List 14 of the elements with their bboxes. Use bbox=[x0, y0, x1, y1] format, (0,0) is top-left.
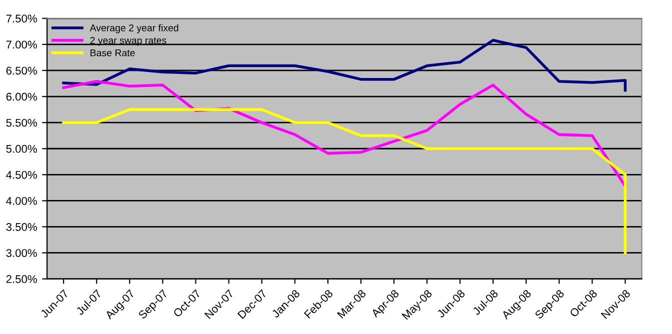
line-series bbox=[62, 80, 627, 188]
y-tick-label: 6.50% bbox=[6, 66, 37, 75]
y-tick-label: 3.50% bbox=[6, 223, 37, 231]
y-tick-label: 7.50% bbox=[6, 14, 37, 23]
y-tick-label: 4.00% bbox=[6, 197, 37, 205]
y-tick-label: 5.00% bbox=[6, 144, 37, 153]
y-tick-label: 6.00% bbox=[6, 92, 37, 101]
y-tick-label: 5.50% bbox=[6, 118, 37, 127]
legend-label: Base Rate bbox=[90, 49, 135, 56]
y-tick-label: 4.50% bbox=[6, 170, 37, 179]
legend-label: Average 2 year fixed bbox=[90, 24, 178, 34]
y-tick-label: 2.50% bbox=[6, 275, 37, 284]
y-tick-label: 7.00% bbox=[6, 40, 37, 49]
y-tick-label: 3.00% bbox=[6, 249, 37, 257]
